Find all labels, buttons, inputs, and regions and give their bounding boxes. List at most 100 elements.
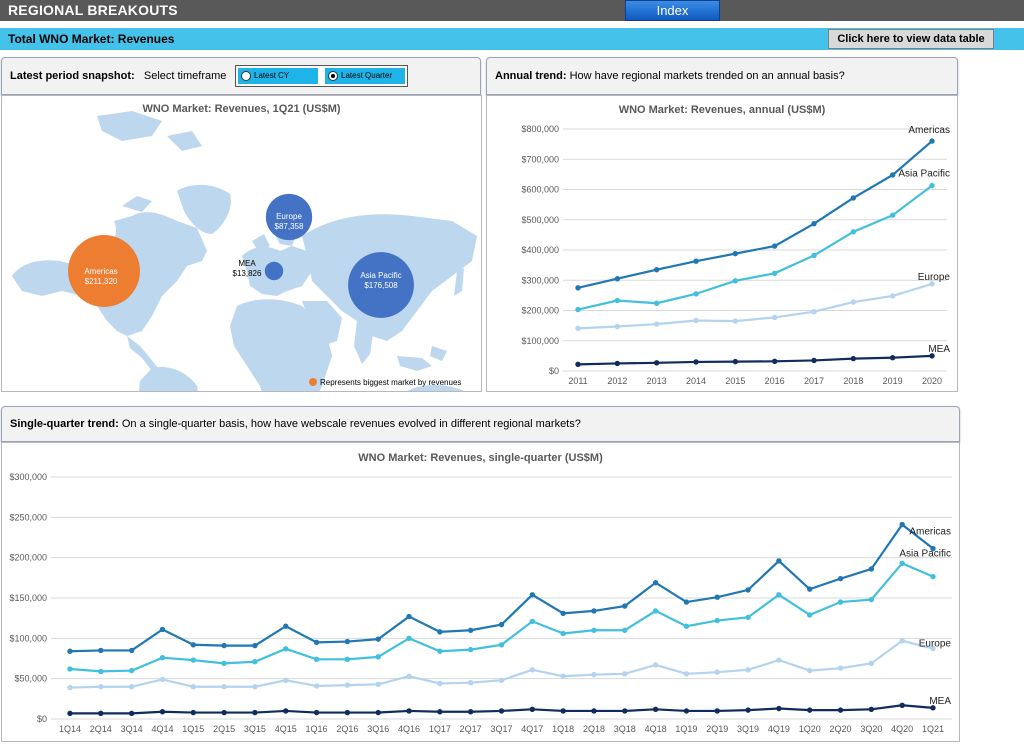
map-panel: WNO Market: Revenues, 1Q21 (US$M) (1, 95, 482, 392)
radio-latest-cy[interactable] (241, 71, 251, 81)
annual-series-mea (577, 354, 933, 366)
quarter-point-mea (252, 709, 258, 716)
option-latest-cy[interactable]: Latest CY (238, 68, 318, 84)
quarter-point-mea (128, 710, 135, 717)
annual-point-mea (575, 361, 581, 368)
annual-question: How have regional markets trended on an … (569, 70, 845, 82)
quarter-x-tick: 3Q16 (367, 724, 389, 734)
quarter-point-europe (652, 662, 659, 668)
quarter-x-tick: 4Q18 (645, 724, 667, 734)
quarter-point-asia-pacific (221, 660, 227, 667)
quarter-point-americas (745, 587, 751, 593)
quarter-x-tick: 3Q14 (121, 724, 143, 734)
view-data-table-button[interactable]: Click here to view data table (828, 29, 994, 49)
snapshot-heading: Latest period snapshot: (10, 70, 135, 82)
quarter-point-europe (344, 682, 351, 688)
annual-series-label-europe: Europe (918, 272, 951, 283)
annual-point-asia-pacific (614, 297, 621, 304)
quarter-point-mea (313, 709, 320, 716)
annual-series-label-americas: Americas (908, 125, 950, 136)
snapshot-header: Latest period snapshot: Select timeframe… (1, 57, 481, 95)
quarter-series-label-asia-pacific: Asia Pacific (899, 549, 951, 560)
quarter-series-label-mea: MEA (929, 696, 951, 707)
quarter-point-mea (221, 709, 227, 716)
quarter-x-tick: 3Q20 (860, 724, 882, 734)
quarter-point-europe (807, 667, 813, 674)
annual-chart-title: WNO Market: Revenues, annual (US$M) (618, 104, 826, 116)
quarter-series-label-americas: Americas (909, 527, 951, 538)
annual-point-mea (929, 353, 935, 359)
quarter-point-europe (529, 667, 536, 673)
quarter-x-tick: 2Q17 (460, 724, 482, 734)
annual-x-tick: 2011 (568, 376, 587, 386)
quarter-question: On a single-quarter basis, how have webs… (121, 418, 581, 430)
annual-point-mea (614, 360, 621, 367)
quarter-x-tick: 4Q19 (768, 724, 790, 734)
annual-x-tick: 2017 (804, 376, 824, 386)
index-button[interactable]: Index (625, 0, 720, 21)
quarter-x-tick: 4Q15 (275, 724, 297, 734)
annual-series-americas (577, 140, 933, 289)
quarter-point-americas (868, 566, 875, 572)
bubble-label-americas: Americas (84, 267, 117, 276)
quarter-point-asia-pacific (899, 560, 905, 567)
annual-chart-panel: WNO Market: Revenues, annual (US$M) $0 $1… (486, 95, 958, 392)
biggest-market-dot-icon (309, 378, 317, 386)
annual-point-mea (811, 357, 817, 364)
sub-header-bar: Total WNO Market: Revenues (0, 28, 1024, 50)
annual-point-asia-pacific (811, 252, 817, 259)
quarter-point-europe (560, 673, 566, 679)
quarter-point-mea (745, 707, 751, 713)
quarter-point-asia-pacific (252, 659, 258, 665)
timeframe-selector: Latest CY Latest Quarter (235, 65, 408, 87)
bubble-value-mea: $13,826 (233, 269, 262, 278)
annual-point-asia-pacific (850, 229, 857, 235)
option-latest-quarter[interactable]: Latest Quarter (325, 68, 405, 84)
quarter-point-americas (313, 639, 320, 646)
annual-point-mea (889, 354, 896, 361)
quarter-point-mea (683, 708, 690, 714)
quarter-point-asia-pacific (745, 614, 751, 621)
quarter-point-americas (622, 603, 628, 609)
quarter-point-mea (560, 708, 566, 714)
annual-point-europe (575, 325, 581, 332)
quarter-point-americas (899, 521, 905, 528)
annual-point-mea (850, 355, 857, 362)
quarter-y-tick: $200,000 (9, 553, 47, 563)
bubble-label-europe: Europe (276, 212, 302, 221)
annual-point-americas (614, 276, 621, 282)
quarter-point-americas (652, 579, 659, 586)
quarter-point-mea (344, 709, 351, 716)
quarter-x-tick: 1Q17 (429, 724, 451, 734)
radio-latest-quarter[interactable] (328, 71, 338, 81)
quarter-point-asia-pacific (406, 635, 412, 642)
quarter-point-asia-pacific (98, 668, 104, 675)
quarter-point-americas (252, 642, 258, 649)
quarter-point-europe (283, 677, 289, 683)
annual-series-label-asia-pacific: Asia Pacific (898, 169, 950, 180)
quarter-point-mea (807, 707, 813, 713)
annual-x-tick: 2015 (725, 376, 745, 386)
quarter-point-asia-pacific (498, 642, 505, 648)
annual-series-asia-pacific (577, 184, 933, 311)
quarter-point-europe (252, 684, 258, 690)
quarter-series-asia-pacific (69, 561, 934, 673)
annual-x-tick: 2014 (686, 376, 706, 386)
annual-point-asia-pacific (889, 212, 896, 218)
annual-y-tick: $300,000 (521, 275, 559, 285)
annual-point-mea (732, 358, 739, 365)
quarter-x-tick: 3Q17 (490, 724, 512, 734)
bubble-asia-pacific (348, 252, 414, 318)
quarter-x-tick: 4Q17 (521, 724, 543, 734)
bubble-mea (264, 261, 284, 281)
annual-y-tick: $0 (549, 366, 559, 376)
annual-point-americas (653, 266, 660, 273)
quarter-point-americas (498, 621, 505, 628)
quarter-point-asia-pacific (591, 627, 597, 633)
annual-point-americas (929, 138, 935, 144)
quarter-point-mea (930, 705, 936, 711)
quarter-point-asia-pacific (683, 623, 690, 629)
quarter-x-tick: 2Q18 (583, 724, 605, 734)
quarter-point-americas (344, 638, 351, 645)
quarter-point-asia-pacific (837, 599, 844, 605)
